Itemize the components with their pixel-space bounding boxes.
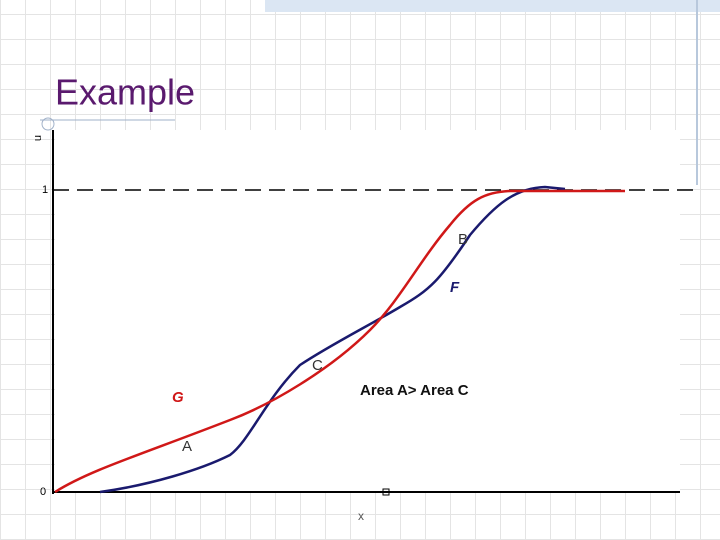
curve-label: G xyxy=(172,389,184,406)
x-axis-label: x xyxy=(358,509,364,523)
annotation: Area A> Area C xyxy=(360,382,469,399)
curve-label: F xyxy=(450,279,460,296)
curve-g xyxy=(54,189,625,494)
y-axis-label: u xyxy=(32,135,44,141)
plot-area xyxy=(55,130,680,492)
region-label: B xyxy=(458,231,468,248)
region-label: C xyxy=(312,357,323,374)
title-ornament xyxy=(41,117,55,131)
header-band xyxy=(265,0,720,12)
slide-title: Example xyxy=(55,72,195,113)
curve-f xyxy=(99,185,566,494)
y-top-label: 1 xyxy=(42,184,48,196)
y-bottom-label: 0 xyxy=(40,486,46,498)
region-label: A xyxy=(182,438,192,455)
axis-marker xyxy=(382,488,390,496)
